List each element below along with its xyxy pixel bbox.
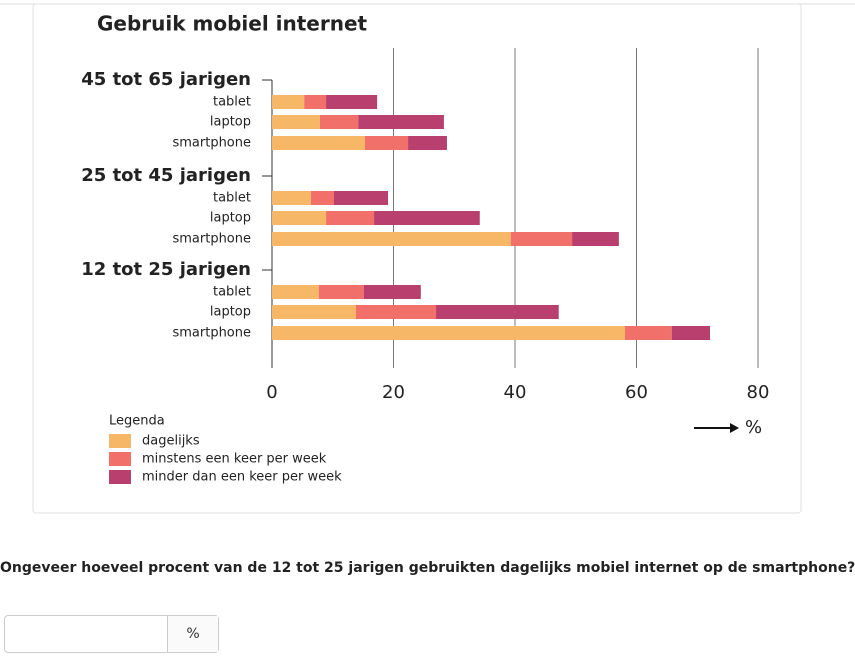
- x-tick-label: 20: [382, 382, 405, 403]
- bar-segment: [272, 326, 625, 340]
- x-tick-label: 60: [625, 382, 648, 403]
- bar-segment: [310, 191, 334, 205]
- legend-swatch: [109, 434, 131, 448]
- bar-segment: [408, 136, 447, 150]
- bar-segment: [272, 232, 511, 246]
- bar-segment: [374, 211, 480, 225]
- y-tick-label: tablet: [213, 191, 251, 206]
- card: [32, 3, 802, 514]
- x-tick-label: 0: [266, 382, 277, 403]
- bar-segment: [272, 95, 305, 109]
- chart-title: Gebruik mobiel internet: [97, 12, 368, 36]
- axis-arrow-head: [730, 423, 739, 433]
- x-tick-label: 80: [747, 382, 770, 403]
- answer-field[interactable]: [5, 616, 168, 652]
- bar-segment: [272, 211, 327, 225]
- bar-segment: [272, 136, 365, 150]
- bar-segment: [318, 285, 364, 299]
- legend-swatch: [109, 452, 131, 466]
- bar-segment: [355, 305, 437, 319]
- bar-segment: [272, 305, 356, 319]
- bar-segment: [272, 115, 320, 129]
- legend-label: dagelijks: [142, 434, 200, 449]
- question: Ongeveer hoeveel procent van de 12 tot 2…: [0, 560, 855, 576]
- group-label: 25 tot 45 jarigen: [81, 165, 251, 186]
- bar-segment: [363, 285, 421, 299]
- legend-label: minstens een keer per week: [142, 452, 327, 467]
- y-tick-label: laptop: [210, 211, 251, 226]
- y-tick-label: tablet: [213, 95, 251, 110]
- bar-segment: [436, 305, 559, 319]
- bar-segment: [272, 191, 311, 205]
- bar-segment: [671, 326, 711, 340]
- bar-segment: [364, 136, 409, 150]
- group-label: 45 tot 65 jarigen: [81, 69, 251, 90]
- bar-segment: [326, 95, 378, 109]
- bar-segment: [333, 191, 389, 205]
- bar-segment: [624, 326, 672, 340]
- x-axis-label: %: [745, 417, 762, 438]
- bar-segment: [319, 115, 359, 129]
- bar-segment: [510, 232, 573, 246]
- bar-segment: [358, 115, 444, 129]
- bar-segment: [272, 285, 319, 299]
- legend-swatch: [109, 470, 131, 484]
- y-tick-label: smartphone: [172, 326, 251, 341]
- x-tick-label: 40: [504, 382, 527, 403]
- answer-unit: %: [168, 616, 218, 652]
- answer-input[interactable]: %: [4, 615, 219, 653]
- bar-segment: [326, 211, 375, 225]
- group-label: 12 tot 25 jarigen: [81, 259, 251, 280]
- legend-label: minder dan een keer per week: [142, 470, 342, 485]
- y-tick-label: smartphone: [172, 232, 251, 247]
- bar-segment: [572, 232, 619, 246]
- y-tick-label: laptop: [210, 115, 251, 130]
- y-tick-label: smartphone: [172, 136, 251, 151]
- y-tick-label: tablet: [213, 285, 251, 300]
- bar-segment: [304, 95, 327, 109]
- y-tick-label: laptop: [210, 305, 251, 320]
- legend-title: Legenda: [109, 414, 165, 429]
